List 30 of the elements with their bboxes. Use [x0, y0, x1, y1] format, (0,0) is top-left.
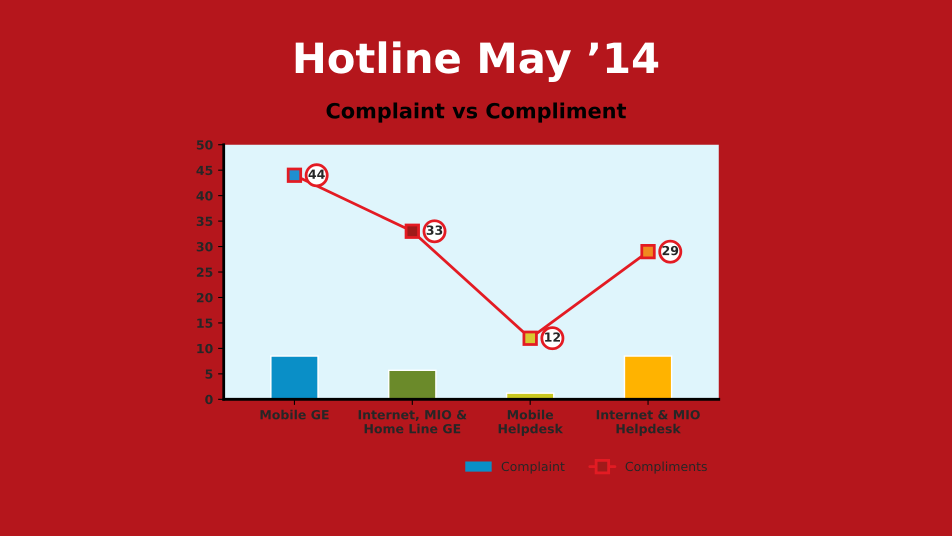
bar [388, 370, 437, 400]
x-tick-label: Internet & MIO Helpdesk [596, 410, 700, 436]
bar [624, 355, 672, 400]
chart-title: Hotline May ’14 [296, 41, 658, 82]
y-tick-label: 15 [197, 318, 212, 328]
point [522, 330, 538, 346]
y-tick-label: 35 [196, 216, 212, 226]
data-label: 33 [426, 225, 442, 235]
point [640, 244, 656, 260]
y-tick-label: 0 [205, 394, 213, 404]
y-tick-label: 20 [196, 292, 213, 302]
legend-label: Complaint [502, 461, 565, 474]
y-tick-label: 40 [196, 191, 213, 201]
point [404, 224, 420, 239]
x-tick-label: Mobile Helpdesk [498, 410, 564, 436]
y-tick-label: 45 [196, 166, 212, 176]
x-tick-label: Internet, MIO & Home Line GE [358, 410, 467, 434]
data-label: 12 [545, 332, 560, 342]
data-label: 44 [308, 170, 325, 179]
y-tick-label: 50 [196, 140, 213, 150]
y-tick-label: 25 [196, 267, 212, 277]
bar [270, 355, 319, 400]
legend-label: Compliments [626, 461, 707, 474]
y-tick-label: 30 [196, 242, 213, 252]
data-label: 29 [662, 246, 678, 256]
y-tick-label: 10 [197, 344, 213, 354]
y-tick-label: 5 [206, 369, 212, 379]
chart-subtitle: Complaint vs Compliment [326, 102, 626, 123]
point [286, 168, 302, 183]
x-tick-label: Mobile GE [260, 410, 329, 420]
